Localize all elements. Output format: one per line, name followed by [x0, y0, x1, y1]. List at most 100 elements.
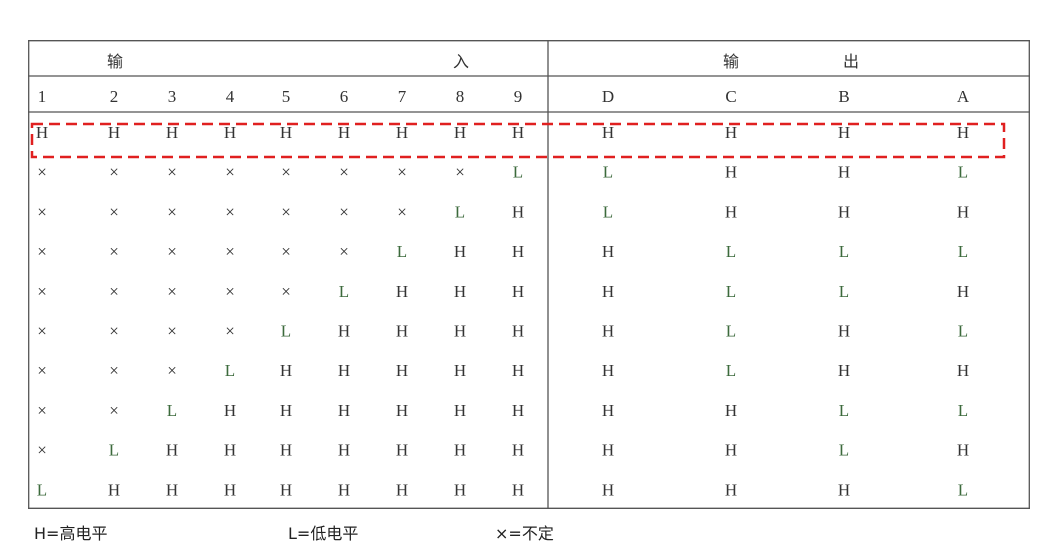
input-cell: H [224, 441, 236, 460]
output-cell: H [838, 322, 850, 341]
input-cell: H [454, 123, 466, 142]
output-cell: H [602, 401, 614, 420]
output-cell: L [839, 242, 849, 261]
output-cell: H [725, 163, 737, 182]
output-cell: H [602, 123, 614, 142]
table-row: × × × × × × × L H L H H H [37, 202, 969, 221]
output-cell: L [958, 322, 968, 341]
output-cell: H [602, 441, 614, 460]
input-cell: L [455, 202, 465, 221]
input-column-header: 5 [282, 87, 291, 106]
table-row: × × L H H H H H H H H L L [37, 401, 968, 420]
input-cell: × [281, 202, 291, 221]
input-cell: × [37, 361, 47, 380]
input-cell: L [37, 480, 47, 499]
output-header-right: 出 [843, 52, 859, 71]
input-cell: × [167, 282, 177, 301]
input-cell: H [396, 282, 408, 301]
table-row: × L H H H H H H H H H L H [37, 441, 969, 460]
input-cell: H [338, 401, 350, 420]
output-cell: H [838, 480, 850, 499]
input-cell: L [513, 163, 523, 182]
input-cell: × [37, 282, 47, 301]
input-cell: H [396, 401, 408, 420]
output-cell: L [726, 322, 736, 341]
output-cell: L [839, 401, 849, 420]
input-cell: × [455, 163, 465, 182]
input-cell: H [454, 441, 466, 460]
output-cell: L [839, 282, 849, 301]
output-cell: H [602, 322, 614, 341]
input-cell: × [109, 282, 119, 301]
input-cell: H [512, 322, 524, 341]
input-cell: × [37, 202, 47, 221]
table-row: × × × × × L H H H H L L H [37, 282, 969, 301]
table-row: × × × L H H H H H H L H H [37, 361, 969, 380]
input-cell: H [454, 322, 466, 341]
output-cell: L [726, 282, 736, 301]
input-cell: × [109, 202, 119, 221]
table-grid [28, 40, 1030, 509]
input-cell: H [338, 441, 350, 460]
input-cell: H [512, 282, 524, 301]
input-cell: L [225, 361, 235, 380]
output-cell: H [725, 441, 737, 460]
input-cell: × [339, 202, 349, 221]
input-column-header: 9 [514, 87, 523, 106]
input-cell: H [224, 480, 236, 499]
output-cell: L [958, 401, 968, 420]
input-column-header: 7 [398, 87, 407, 106]
input-cell: × [281, 282, 291, 301]
output-cell: L [958, 163, 968, 182]
output-cell: H [602, 361, 614, 380]
input-cell: H [454, 401, 466, 420]
output-cell: H [838, 163, 850, 182]
output-cell: H [602, 242, 614, 261]
output-cell: H [957, 441, 969, 460]
input-cell: × [167, 242, 177, 261]
input-cell: × [225, 242, 235, 261]
input-cell: × [109, 361, 119, 380]
input-cell: × [37, 242, 47, 261]
output-cell: H [838, 202, 850, 221]
table-body: H H H H H H H H H H H H H × × × × × × × × L L H H L × × × × × × × L H L H H H ×… [36, 123, 969, 499]
input-cell: H [512, 361, 524, 380]
input-cell: H [512, 480, 524, 499]
input-cell: L [109, 441, 119, 460]
output-cell: H [725, 480, 737, 499]
input-cell: H [166, 441, 178, 460]
input-cell: H [512, 242, 524, 261]
input-cell: L [167, 401, 177, 420]
input-cell: × [109, 401, 119, 420]
highlight-box [30, 122, 1006, 159]
output-cell: H [602, 480, 614, 499]
input-cell: H [166, 123, 178, 142]
input-cell: H [454, 480, 466, 499]
input-cell: H [396, 441, 408, 460]
input-cell: H [512, 441, 524, 460]
input-cell: L [339, 282, 349, 301]
output-cell: H [725, 401, 737, 420]
input-cell: H [280, 480, 292, 499]
input-cell: L [397, 242, 407, 261]
input-cell: H [166, 480, 178, 499]
input-cell: × [397, 202, 407, 221]
input-column-header: 3 [168, 87, 177, 106]
input-cell: H [396, 123, 408, 142]
input-cell: × [225, 163, 235, 182]
input-cell: H [338, 123, 350, 142]
legend: H=高电平 L=低电平 ×=不定 [34, 520, 734, 546]
input-cell: × [281, 242, 291, 261]
input-cell: × [225, 322, 235, 341]
input-cell: × [37, 322, 47, 341]
output-cell: L [603, 202, 613, 221]
input-header-left: 输 [107, 52, 123, 71]
input-cell: H [280, 123, 292, 142]
input-cell: H [338, 480, 350, 499]
table-row: × × × × L H H H H H L H L [37, 322, 968, 341]
input-cell: H [454, 242, 466, 261]
input-cell: × [339, 242, 349, 261]
input-column-header: 6 [340, 87, 349, 106]
output-column-header: D [602, 87, 614, 106]
input-column-header: 4 [226, 87, 235, 106]
